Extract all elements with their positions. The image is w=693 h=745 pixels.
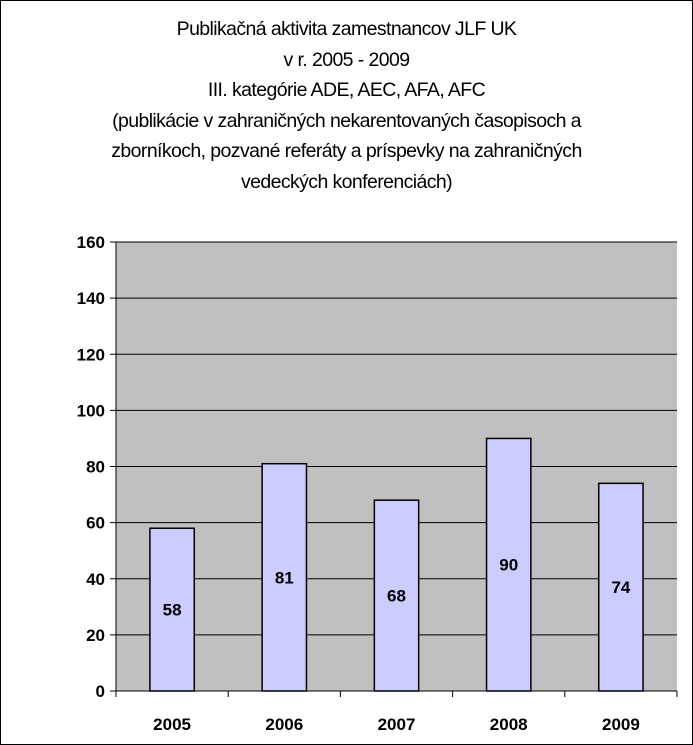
- y-tick-label: 40: [86, 570, 105, 589]
- title-line-4: (publikácie v zahraničných nekarentovaný…: [112, 109, 581, 132]
- value-label-2005: 58: [163, 601, 182, 620]
- bar-2007: [373, 499, 420, 692]
- x-tick-label-2007: 2007: [378, 715, 416, 734]
- labels: 0 20 40 60 80 100 120 140 160 58 2005 81 2006 68 2007 9…: [77, 233, 640, 734]
- x-tick-label-2009: 2009: [602, 715, 640, 734]
- title-line-3: III. kategórie ADE, AEC, AFA, AFC: [207, 79, 486, 101]
- y-tick-label: 160: [77, 233, 105, 252]
- value-label-2006: 81: [275, 568, 294, 587]
- y-tick-label: 140: [77, 289, 105, 308]
- title-line-5: zborníkoch, pozvané referáty a príspevky…: [111, 140, 582, 162]
- y-tick-label: 120: [77, 345, 105, 364]
- bar-2005: [149, 527, 196, 692]
- y-tick-label: 80: [86, 458, 105, 477]
- y-tick-label: 60: [86, 514, 105, 533]
- x-tick-label-2008: 2008: [490, 715, 528, 734]
- value-label-2007: 68: [387, 587, 406, 606]
- bar-2008: [485, 437, 532, 692]
- title-line-2: v r. 2005 - 2009: [283, 48, 411, 71]
- gridlines: [116, 241, 677, 636]
- chart-title: Publikačná aktivita zamestnancov JLF UK …: [0, 14, 693, 197]
- y-tick-label: 0: [96, 682, 105, 701]
- y-tick-label: 20: [86, 626, 105, 645]
- x-tick-label-2005: 2005: [153, 715, 191, 734]
- title-line-6: vedeckých konferenciách): [240, 170, 453, 193]
- y-tick-label: 100: [77, 401, 105, 420]
- value-label-2009: 74: [611, 578, 630, 597]
- title-line-1: Publikačná aktivita zamestnancov JLF UK: [176, 18, 517, 40]
- bar-2006: [261, 462, 308, 692]
- bars: [149, 437, 644, 692]
- value-label-2008: 90: [499, 556, 518, 575]
- x-tick-label-2006: 2006: [265, 715, 303, 734]
- axes: [110, 241, 678, 697]
